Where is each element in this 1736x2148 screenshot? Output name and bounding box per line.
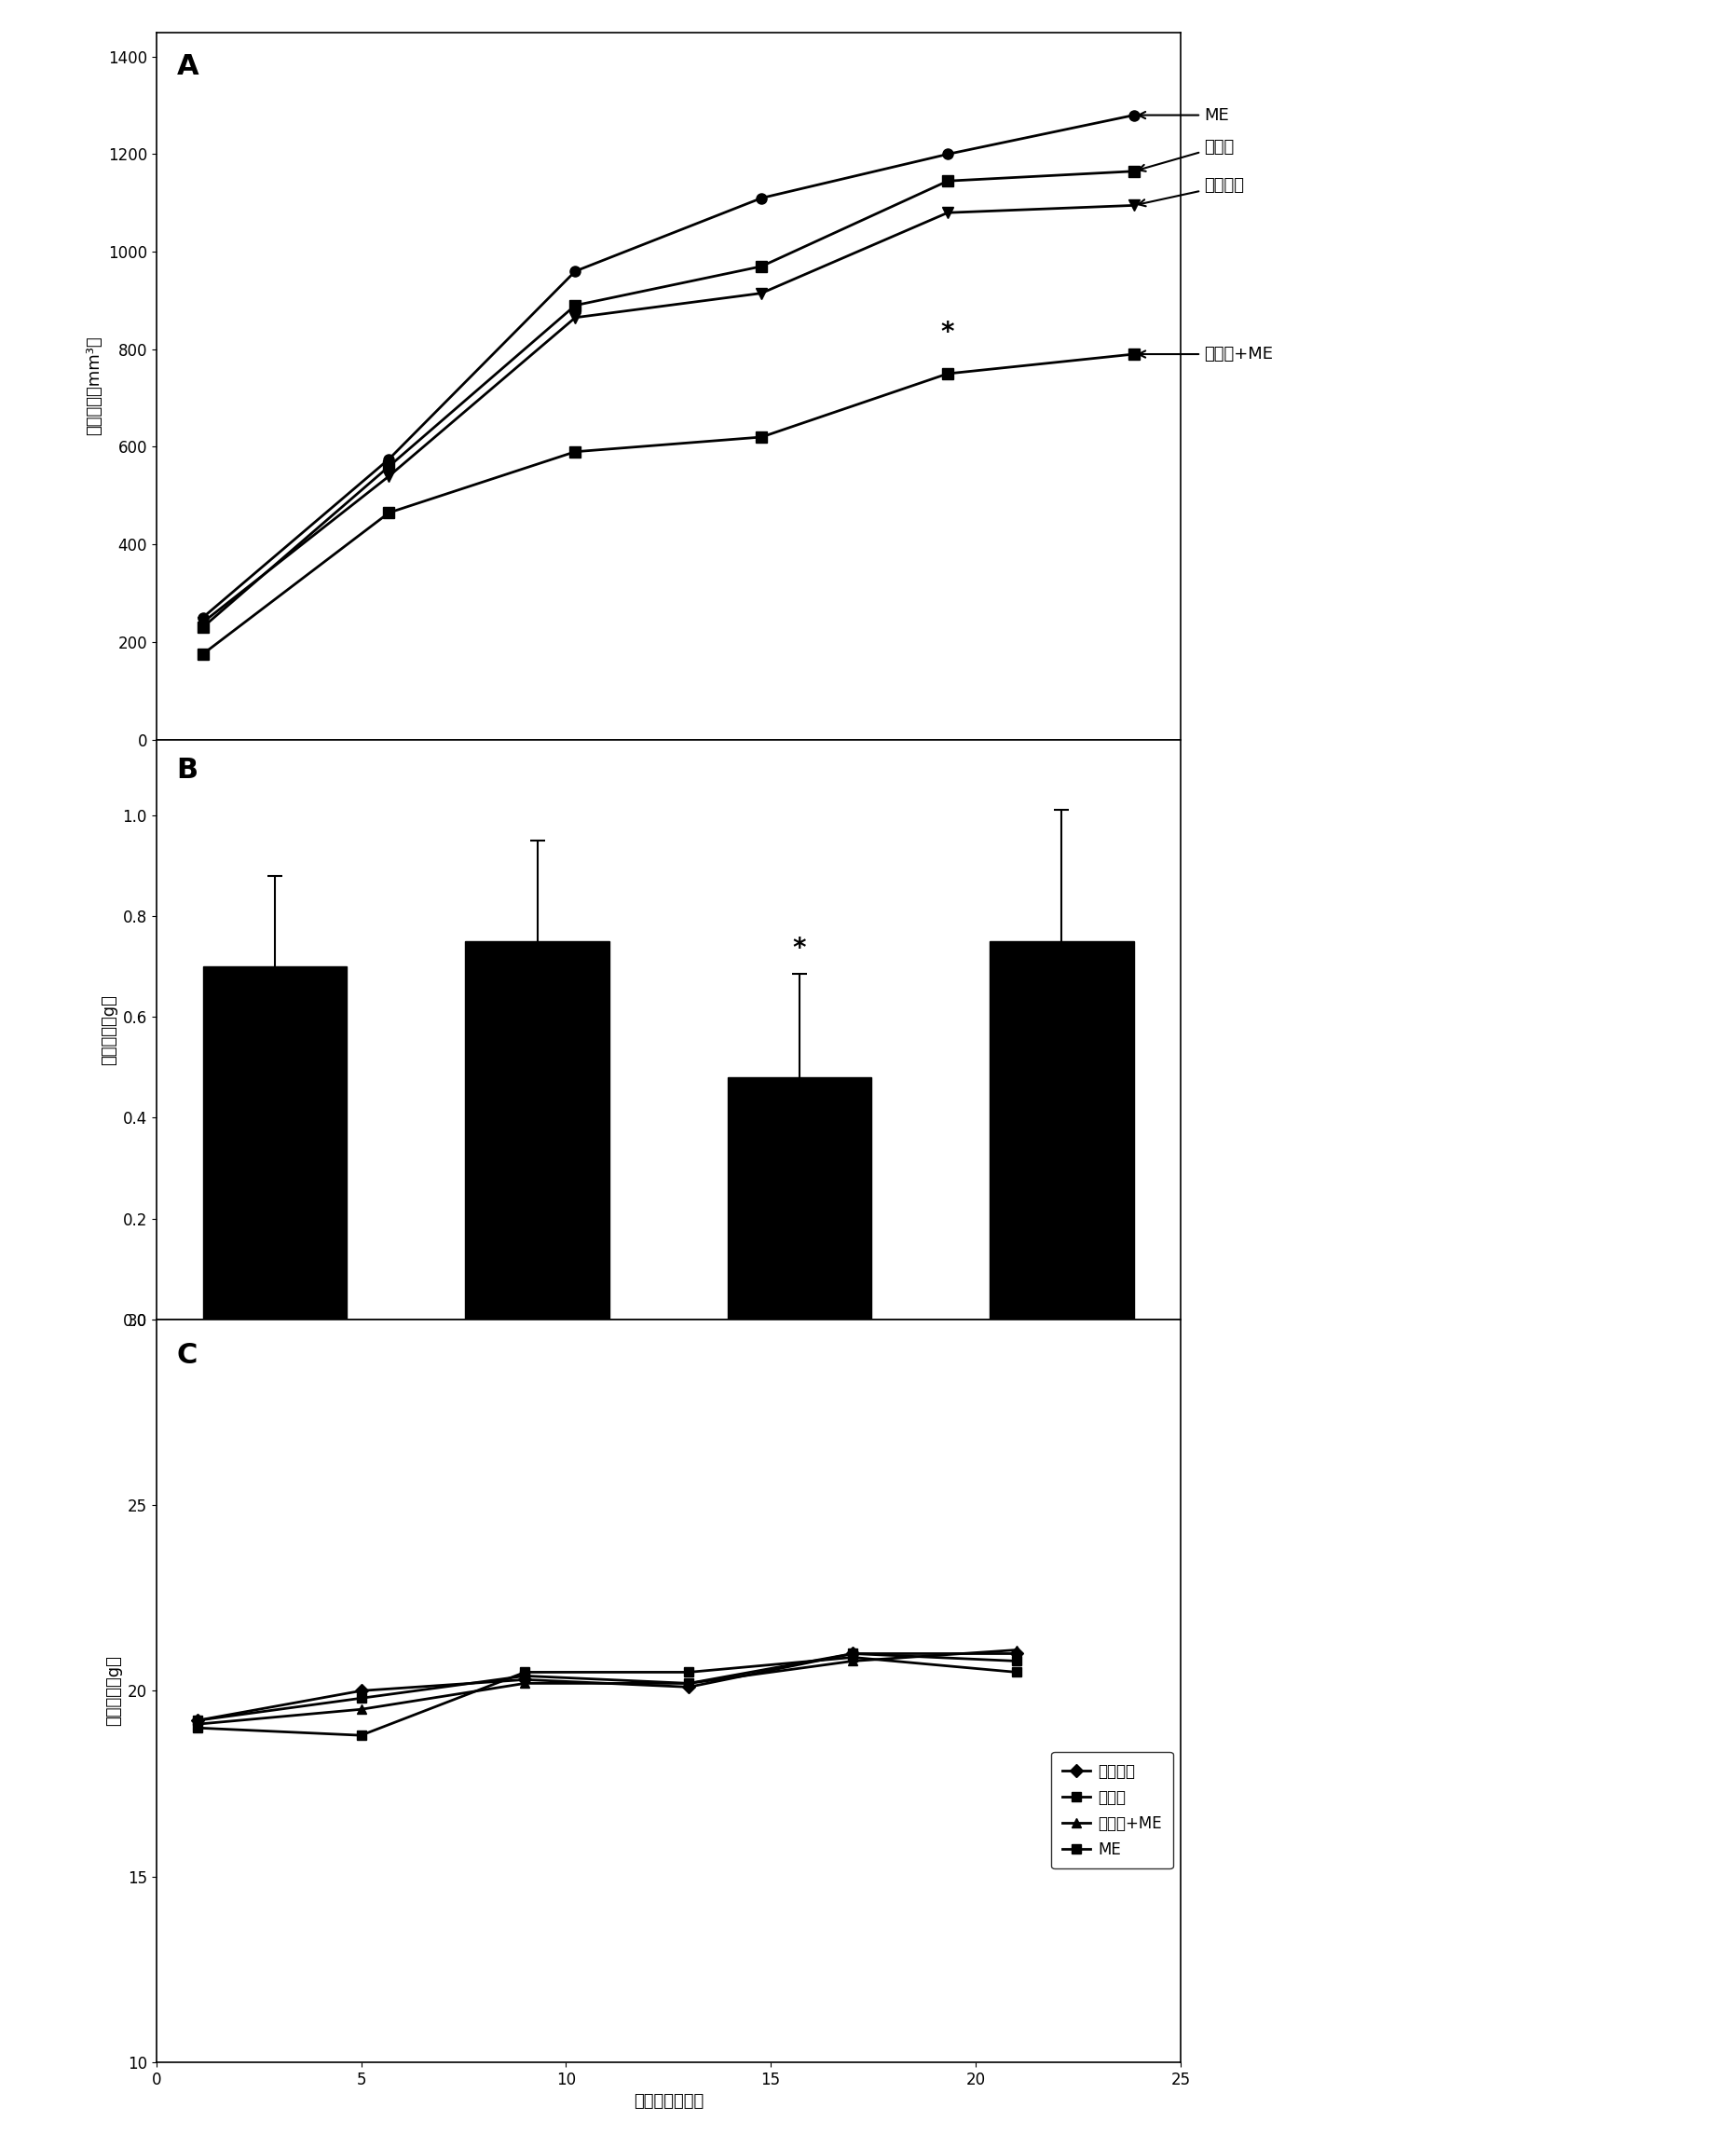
Text: C: C: [177, 1342, 198, 1368]
Text: 溶剂对照: 溶剂对照: [1139, 178, 1243, 206]
Y-axis label: 肿瘤体积（mm³）: 肿瘤体积（mm³）: [85, 337, 102, 436]
X-axis label: 治疗开始后天数: 治疗开始后天数: [634, 2092, 703, 2109]
Text: A: A: [177, 54, 198, 79]
Bar: [465, 941, 609, 1319]
X-axis label: 治疗开始后天数: 治疗开始后天数: [634, 771, 703, 788]
Bar: [727, 1078, 871, 1319]
Y-axis label: 肿瘤重量（g）: 肿瘤重量（g）: [101, 995, 118, 1065]
Text: B: B: [177, 756, 198, 784]
Text: 紫杉醇+ME: 紫杉醇+ME: [1139, 346, 1272, 363]
Y-axis label: 小鼠体重（g）: 小鼠体重（g）: [106, 1656, 122, 1727]
Text: ME: ME: [1139, 107, 1229, 125]
Legend: 溶剂对照, 紫杉醇, 紫杉醇+ME, ME: 溶剂对照, 紫杉醇, 紫杉醇+ME, ME: [1052, 1753, 1174, 1869]
Text: *: *: [793, 934, 806, 962]
Bar: [203, 967, 347, 1319]
Bar: [990, 941, 1134, 1319]
Text: *: *: [941, 320, 955, 346]
Text: 紫杉醇: 紫杉醇: [1139, 137, 1234, 172]
